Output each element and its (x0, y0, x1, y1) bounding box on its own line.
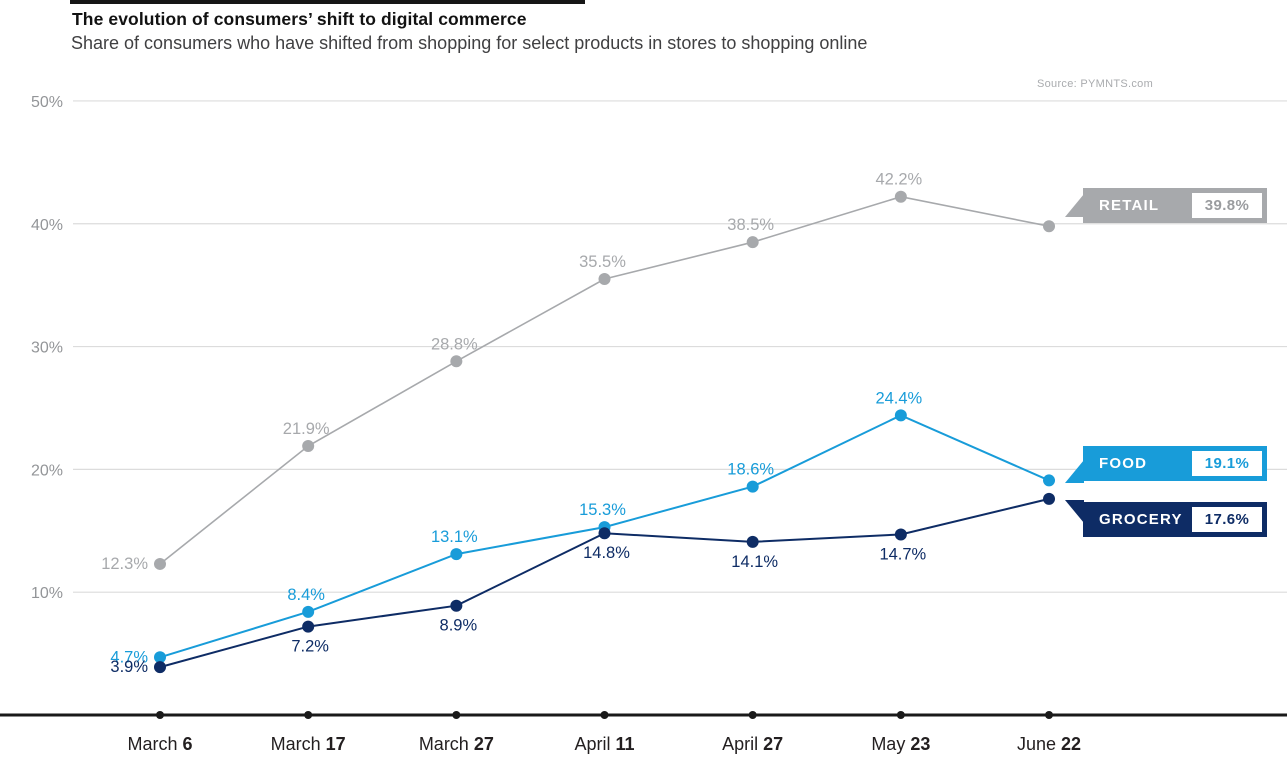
data-label: 38.5% (727, 216, 774, 234)
x-tick-dot (304, 711, 313, 719)
data-label: 8.4% (287, 586, 325, 604)
data-label: 12.3% (101, 555, 148, 573)
data-point (302, 620, 315, 633)
legend-label-food: FOOD (1099, 455, 1148, 472)
series-value-labels-retail: 12.3% 21.9% 28.8% 35.5% 38.5% 42.2% (101, 171, 922, 573)
legend-badge-retail: RETAIL 39.8% (1065, 188, 1267, 223)
chart-subtitle: Share of consumers who have shifted from… (71, 33, 868, 53)
series-points-food (154, 409, 1056, 664)
data-label: 15.3% (579, 501, 626, 519)
data-label: 13.1% (431, 528, 478, 546)
y-tick-label: 40% (31, 217, 63, 234)
data-point (450, 599, 463, 612)
data-point (154, 557, 166, 570)
data-label: 28.8% (431, 335, 478, 353)
x-tick-dot (600, 711, 609, 719)
legend-label-retail: RETAIL (1099, 197, 1160, 214)
data-point (894, 190, 907, 203)
data-label: 21.9% (283, 420, 330, 438)
legend-label-grocery: GROCERY (1099, 511, 1183, 528)
data-label: 35.5% (579, 253, 626, 271)
data-point (302, 440, 315, 453)
data-label: 14.1% (731, 553, 778, 571)
x-tick-label: March 6 (127, 734, 192, 754)
data-point (1043, 474, 1056, 487)
data-point (598, 273, 611, 286)
x-axis-ticks (156, 711, 1054, 719)
data-label: 7.2% (291, 638, 329, 656)
data-point (746, 535, 759, 548)
x-tick-label: March 27 (419, 734, 494, 754)
legend-badge-grocery: GROCERY 17.6% (1065, 500, 1267, 537)
data-point (1043, 220, 1056, 233)
legend-value-retail: 39.8% (1192, 193, 1262, 218)
series-points-grocery (154, 492, 1056, 674)
x-tick-label: April 27 (722, 734, 783, 754)
data-label: 14.7% (879, 545, 926, 563)
data-label: 4.7% (110, 648, 148, 666)
x-axis-tick-labels: March 6 March 17 March 27 April 11 April 27 M… (127, 734, 1081, 754)
top-rule (70, 0, 585, 4)
x-tick-label: April 11 (574, 734, 634, 754)
x-tick-dot (896, 711, 905, 719)
data-point (598, 527, 611, 540)
y-tick-label: 30% (31, 340, 63, 357)
y-tick-label: 10% (31, 585, 63, 602)
y-tick-label: 50% (31, 94, 63, 111)
data-point (746, 236, 759, 249)
x-tick-label: May 23 (871, 734, 930, 754)
gridlines (73, 100, 1287, 593)
data-label: 42.2% (875, 171, 922, 189)
x-tick-dot (1045, 711, 1054, 719)
data-point (894, 409, 907, 422)
data-point (1043, 492, 1056, 505)
x-tick-label: March 17 (271, 734, 346, 754)
source-note: Source: PYMNTS.com (1037, 78, 1154, 90)
data-point (302, 605, 315, 618)
series-points-retail (154, 190, 1056, 570)
series-value-labels-food: 4.7% 8.4% 13.1% 15.3% 18.6% 24.4% (110, 389, 922, 666)
data-point (894, 528, 907, 541)
legend-value-food: 19.1% (1192, 451, 1262, 476)
y-axis-tick-labels: 10% 20% 30% 40% 50% (31, 94, 63, 602)
legend-badge-food: FOOD 19.1% (1065, 446, 1267, 483)
y-tick-label: 20% (31, 462, 63, 479)
data-point (450, 548, 463, 561)
data-point (746, 480, 759, 493)
data-label: 24.4% (875, 389, 922, 407)
data-label: 8.9% (440, 617, 478, 635)
data-label: 18.6% (727, 461, 774, 479)
x-tick-dot (748, 711, 757, 719)
data-label: 14.8% (583, 544, 630, 562)
data-point (154, 651, 166, 664)
data-point (154, 661, 166, 674)
x-tick-dot (452, 711, 461, 719)
data-point (450, 355, 463, 368)
data-label: 3.9% (110, 658, 148, 676)
chart-title: The evolution of consumers’ shift to dig… (72, 9, 527, 29)
x-tick-label: June 22 (1017, 734, 1081, 754)
series-value-labels-grocery: 3.9% 7.2% 8.9% 14.8% 14.1% 14.7% (110, 544, 926, 676)
legend-value-grocery: 17.6% (1192, 507, 1262, 532)
x-tick-dot (156, 711, 164, 719)
